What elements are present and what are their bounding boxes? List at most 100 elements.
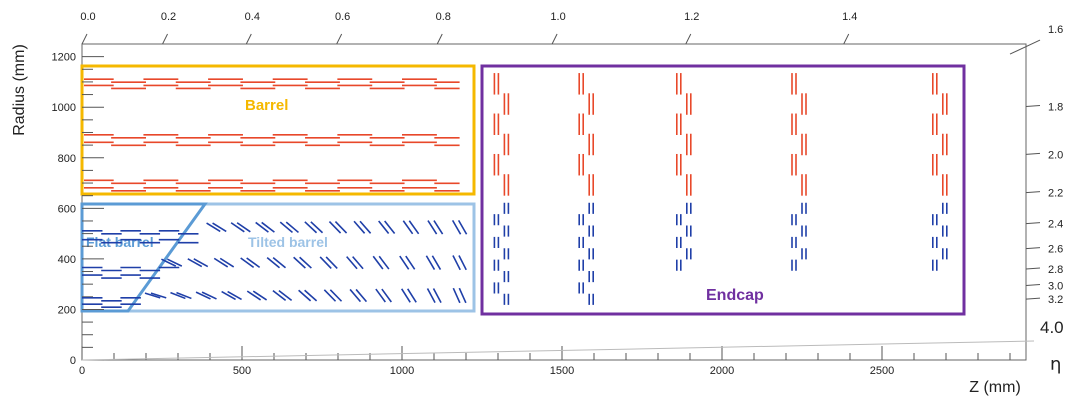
eta-right-label: 1.6	[1048, 24, 1063, 36]
eta-right-tick	[1025, 267, 1041, 270]
eta-right-tick	[1009, 39, 1041, 55]
tilted-module	[375, 288, 386, 303]
tilted-module	[425, 255, 436, 270]
tilted-module	[219, 257, 235, 268]
tilted-module	[304, 221, 318, 234]
tilted-module	[433, 220, 444, 235]
y-axis-title: Radius (mm)	[11, 44, 28, 136]
tilted-module	[221, 290, 236, 301]
endcap-label: Endcap	[706, 287, 764, 304]
y-tick-label: 200	[58, 304, 76, 316]
y-tick-label: 1200	[52, 52, 76, 64]
tilted-module	[310, 221, 324, 234]
tilted-module	[325, 256, 338, 269]
tilted-module	[334, 220, 348, 234]
tilted-module	[187, 258, 203, 268]
eta-top-label: 1.0	[550, 11, 565, 23]
tilted-module	[328, 220, 342, 234]
tilted-module	[236, 222, 251, 233]
eta-top-label: 0.0	[80, 11, 95, 23]
tilted-module	[176, 291, 192, 300]
tilted-module	[399, 255, 410, 270]
eta-right-label: 1.8	[1048, 102, 1063, 114]
endcap-region-box	[480, 64, 966, 316]
eta-top-tick	[162, 33, 168, 45]
tilted-module	[304, 289, 318, 302]
eta-symbol: η	[1050, 354, 1061, 375]
eta-max-label: 4.0	[1040, 318, 1064, 337]
tilted-module	[353, 220, 366, 234]
tilted-module	[212, 222, 227, 233]
tilted-module	[206, 222, 221, 233]
eta-top-tick	[685, 33, 692, 45]
tilted-module	[246, 290, 262, 301]
eta-right-tick	[1025, 191, 1041, 194]
x-tick-label: 500	[233, 365, 251, 377]
x-tick-label: 0	[79, 365, 85, 377]
eta-top-label: 0.4	[245, 11, 260, 23]
tilted-module	[426, 288, 436, 303]
tilted-module	[227, 290, 242, 301]
eta-top-label: 0.6	[335, 11, 350, 23]
eta-right-label: 2.4	[1048, 219, 1063, 231]
tilted-barrel-label: Tilted barrel	[248, 234, 328, 250]
eta-right-label: 3.0	[1048, 281, 1063, 293]
barrel-region-box	[80, 64, 476, 196]
detector-modules	[82, 73, 948, 308]
tilted-module	[266, 256, 281, 269]
tilted-module	[201, 291, 217, 300]
tilted-module	[457, 219, 468, 235]
tilted-module	[400, 288, 411, 303]
eta-right-tick	[1025, 284, 1041, 287]
eta-right-label: 2.6	[1048, 244, 1063, 256]
eta-right-label: 2.2	[1048, 188, 1063, 200]
tilted-module	[278, 290, 293, 302]
flat-barrel-region-box	[80, 202, 208, 313]
tilted-module	[193, 258, 209, 268]
tilted-module	[349, 288, 362, 303]
tilted-module	[195, 291, 211, 300]
tilted-module	[408, 220, 420, 235]
eta-max-line	[81, 340, 1035, 361]
tilted-module	[279, 221, 293, 234]
tilted-module	[144, 292, 161, 299]
eta-right-tick	[1025, 152, 1041, 155]
eta-right-label: 2.8	[1048, 264, 1063, 276]
y-tick-label: 0	[70, 355, 76, 367]
barrel-label: Barrel	[245, 97, 288, 114]
eta-top-tick	[843, 33, 850, 45]
eta-top-tick	[551, 33, 558, 45]
tilted-module	[240, 257, 255, 269]
tilted-module	[378, 255, 390, 270]
tilted-module	[150, 292, 167, 299]
tilted-module	[405, 255, 416, 270]
tilted-module	[167, 258, 183, 267]
tilted-module	[161, 258, 177, 267]
eta-top-label: 1.4	[842, 11, 857, 23]
tilted-module	[432, 288, 442, 303]
tilted-module	[329, 289, 343, 302]
tilted-module	[427, 220, 438, 235]
tilted-module	[402, 220, 414, 235]
tilted-module	[352, 256, 364, 270]
eta-top-tick	[81, 33, 88, 45]
eta-right-label: 3.2	[1048, 294, 1063, 306]
tilted-module	[346, 256, 358, 270]
tilted-module	[381, 288, 392, 303]
y-tick-label: 600	[58, 203, 76, 215]
tilted-module	[458, 255, 467, 271]
tilted-module	[255, 221, 269, 233]
tilted-module	[372, 255, 384, 270]
eta-top-tick	[245, 33, 252, 45]
tilted-module	[323, 289, 337, 302]
eta-right-tick	[1025, 222, 1041, 225]
eta-right-tick	[1025, 105, 1041, 108]
tilted-module	[246, 257, 261, 269]
tilted-module	[299, 256, 312, 269]
tilted-module	[272, 256, 287, 269]
tilted-module	[252, 290, 268, 301]
eta-top-label: 0.8	[436, 11, 451, 23]
x-tick-label: 2000	[710, 365, 734, 377]
eta-right-tick	[1025, 297, 1041, 300]
